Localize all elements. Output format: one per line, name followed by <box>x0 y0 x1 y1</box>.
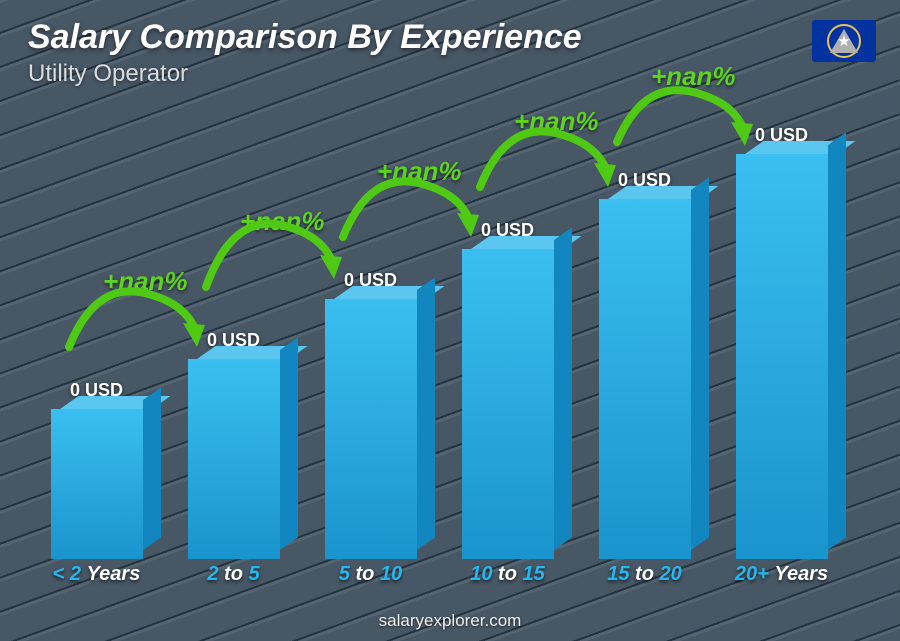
page-subtitle: Utility Operator <box>28 60 188 88</box>
x-axis-label: 20+ Years <box>713 563 850 593</box>
bar-wrap: +nan%0 USD <box>576 110 713 559</box>
bar <box>51 409 143 559</box>
bar <box>462 249 554 559</box>
bar-wrap: +nan%0 USD <box>713 110 850 559</box>
bar-wrap: 0 USD <box>28 110 165 559</box>
x-axis-label: 5 to 10 <box>302 563 439 593</box>
percent-change-label: +nan% <box>103 266 188 297</box>
footer-site: salaryexplorer.com <box>0 611 900 631</box>
chart-stage: Salary Comparison By Experience Utility … <box>0 0 900 641</box>
percent-change-label: +nan% <box>377 156 462 187</box>
percent-change-label: +nan% <box>240 206 325 237</box>
bar-wrap: +nan%0 USD <box>439 110 576 559</box>
bar <box>599 199 691 559</box>
x-axis-label: < 2 Years <box>28 563 165 593</box>
x-axis-label: 15 to 20 <box>576 563 713 593</box>
bar <box>325 299 417 559</box>
salary-bar-chart: 0 USD+nan%0 USD+nan%0 USD+nan%0 USD+nan%… <box>28 110 850 593</box>
flag-icon: ★ <box>812 20 876 62</box>
page-title: Salary Comparison By Experience <box>28 18 582 57</box>
x-axis-label: 2 to 5 <box>165 563 302 593</box>
percent-change-label: +nan% <box>651 61 736 92</box>
bar <box>188 359 280 559</box>
bar <box>736 154 828 559</box>
bar-wrap: +nan%0 USD <box>165 110 302 559</box>
percent-change-label: +nan% <box>514 106 599 137</box>
x-axis-label: 10 to 15 <box>439 563 576 593</box>
